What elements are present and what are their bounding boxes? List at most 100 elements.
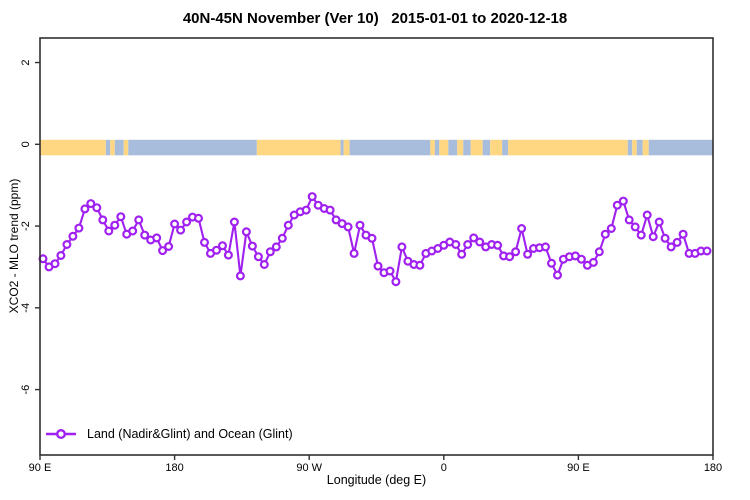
data-point-marker bbox=[247, 241, 257, 251]
data-point-marker bbox=[397, 242, 407, 252]
data-point-marker bbox=[50, 259, 60, 269]
data-point-marker bbox=[98, 215, 108, 225]
data-point-marker bbox=[307, 192, 317, 202]
data-point-marker bbox=[517, 224, 527, 234]
data-point-marker bbox=[475, 237, 485, 247]
data-point-marker bbox=[283, 220, 293, 230]
plot-box bbox=[39, 37, 714, 456]
data-point-marker bbox=[355, 220, 365, 230]
data-point-marker bbox=[301, 205, 311, 215]
data-point-marker bbox=[493, 240, 503, 250]
data-point-marker bbox=[170, 219, 180, 229]
data-point-marker bbox=[134, 215, 144, 225]
map-band-segment-ocean bbox=[105, 139, 111, 156]
data-point-marker bbox=[600, 229, 610, 239]
data-point-marker bbox=[373, 261, 383, 271]
data-point-marker bbox=[660, 233, 670, 243]
map-band-segment-land bbox=[439, 139, 449, 156]
map-band-segment-ocean bbox=[349, 139, 431, 156]
data-point-marker bbox=[164, 242, 174, 252]
data-point-marker bbox=[212, 245, 222, 255]
data-point-marker bbox=[523, 249, 533, 259]
y-tick-label: -6 bbox=[20, 385, 32, 395]
data-point-marker bbox=[606, 224, 616, 234]
data-point-marker bbox=[62, 240, 72, 250]
data-point-marker bbox=[642, 210, 652, 220]
data-point-marker bbox=[349, 248, 359, 258]
data-point-marker bbox=[343, 222, 353, 232]
map-band-segment-land bbox=[40, 139, 106, 156]
y-axis-label: XCO2 - MLO trend (ppm) bbox=[7, 178, 21, 314]
data-point-marker bbox=[235, 271, 245, 281]
x-tick-label: 180 bbox=[704, 462, 722, 474]
data-point-marker bbox=[463, 240, 473, 250]
map-band-segment-land bbox=[123, 139, 129, 156]
map-band-segment-ocean bbox=[128, 139, 257, 156]
data-point-marker bbox=[271, 242, 281, 252]
x-tick-label: 90 W bbox=[296, 462, 322, 474]
map-band-segment-land bbox=[256, 139, 341, 156]
x-tick-label: 0 bbox=[441, 462, 447, 474]
data-point-marker bbox=[331, 215, 341, 225]
data-point-marker bbox=[505, 252, 515, 262]
data-point-marker bbox=[325, 205, 335, 215]
map-band-segment-land bbox=[508, 139, 628, 156]
data-point-marker bbox=[140, 230, 150, 240]
data-point-marker bbox=[552, 270, 562, 280]
data-point-marker bbox=[678, 229, 688, 239]
data-point-marker bbox=[612, 200, 622, 210]
chart-title: 40N-45N November (Ver 10) 2015-01-01 to … bbox=[182, 10, 568, 27]
map-band-segment-land bbox=[470, 139, 483, 156]
data-point-marker bbox=[194, 213, 204, 223]
data-point-marker bbox=[176, 225, 186, 235]
y-tick-label: 0 bbox=[20, 141, 32, 147]
legend: Land (Nadir&Glint) and Ocean (Glint) bbox=[44, 427, 293, 441]
data-point-marker bbox=[540, 242, 550, 252]
data-point-marker bbox=[128, 226, 138, 236]
data-point-marker bbox=[636, 230, 646, 240]
data-point-marker bbox=[415, 260, 425, 270]
map-band-segment-ocean bbox=[434, 139, 440, 156]
data-point-marker bbox=[104, 226, 114, 236]
data-point-marker bbox=[253, 252, 263, 262]
legend-label: Land (Nadir&Glint) and Ocean (Glint) bbox=[87, 427, 293, 441]
data-point-marker bbox=[630, 222, 640, 232]
legend-marker-icon bbox=[46, 429, 76, 439]
map-band-segment-ocean bbox=[648, 139, 713, 156]
data-point-marker bbox=[200, 237, 210, 247]
map-band-segment-ocean bbox=[502, 139, 509, 156]
data-point-marker bbox=[223, 250, 233, 260]
data-point-marker bbox=[457, 249, 467, 259]
data-point-marker bbox=[648, 232, 658, 242]
data-point-marker bbox=[56, 251, 66, 261]
map-band-segment-land bbox=[632, 139, 637, 156]
y-tick-label: 2 bbox=[20, 59, 32, 65]
map-band-segment-land bbox=[490, 139, 503, 156]
data-point-marker bbox=[110, 220, 120, 230]
data-point-marker bbox=[469, 233, 479, 243]
map-band-segment-ocean bbox=[627, 139, 633, 156]
data-point-marker bbox=[74, 223, 84, 233]
data-point-marker bbox=[277, 233, 287, 243]
data-point-marker bbox=[158, 246, 168, 256]
data-point-marker bbox=[367, 233, 377, 243]
map-band-segment-ocean bbox=[448, 139, 458, 156]
data-point-marker bbox=[594, 247, 604, 257]
map-band-segment-land bbox=[430, 139, 435, 156]
map-band-segment-ocean bbox=[482, 139, 491, 156]
map-band-segment-ocean bbox=[636, 139, 643, 156]
x-tick-label: 90 E bbox=[29, 462, 52, 474]
map-band-segment-ocean bbox=[114, 139, 124, 156]
data-point-marker bbox=[80, 204, 90, 214]
data-point-marker bbox=[451, 240, 461, 250]
data-point-marker bbox=[265, 247, 275, 257]
data-point-marker bbox=[672, 237, 682, 247]
data-point-marker bbox=[218, 241, 228, 251]
data-point-marker bbox=[86, 199, 96, 209]
map-band-segment-land bbox=[457, 139, 464, 156]
data-point-marker bbox=[152, 233, 162, 243]
data-point-marker bbox=[92, 203, 102, 213]
data-point-marker bbox=[229, 217, 239, 227]
